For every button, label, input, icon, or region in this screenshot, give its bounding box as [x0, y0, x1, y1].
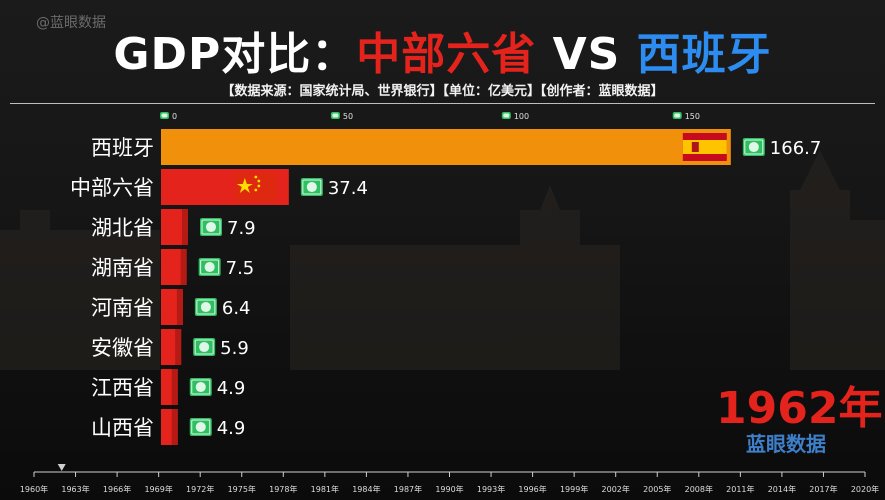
category-label: 江西省	[91, 376, 154, 400]
tick-money-icon	[330, 112, 340, 119]
timeline-label: 2017年	[809, 484, 837, 494]
tick-money-icon	[160, 112, 169, 119]
bar-end-shade	[182, 209, 189, 245]
money-icon	[194, 298, 217, 316]
value-label: 166.7	[770, 138, 822, 159]
money-icon	[189, 418, 212, 436]
category-label: 西班牙	[91, 136, 154, 160]
timeline-label: 1987年	[394, 484, 422, 494]
bar-end-shade	[171, 369, 178, 405]
value-label: 6.4	[222, 298, 251, 319]
money-icon	[198, 258, 221, 276]
category-label: 山西省	[91, 416, 154, 440]
page-title: GDP对比：中部六省 VS 西班牙	[0, 18, 885, 82]
timeline-label: 1960年	[20, 484, 48, 494]
timeline-axis: 1960年 1963年 1966年 1969年 1972年 1975年 1978年 1981年…	[20, 464, 879, 494]
money-icon	[189, 378, 212, 396]
timeline-label: 1981年	[311, 484, 339, 494]
timeline-label: 1972年	[186, 484, 214, 494]
current-year: 1962年	[716, 383, 883, 434]
watermark: @蓝眼数据	[36, 15, 106, 31]
timeline-label: 1963年	[61, 484, 89, 494]
value-label: 7.5	[226, 258, 255, 279]
subtitle: 【数据来源：国家统计局、世界银行】【单位：亿美元】【创作者：蓝眼数据】	[221, 84, 664, 99]
money-icon	[193, 338, 216, 356]
timeline-label: 1990年	[435, 484, 463, 494]
timeline-label: 1966年	[103, 484, 131, 494]
bar-end-shade	[175, 329, 182, 365]
value-label: 4.9	[217, 378, 246, 399]
title-right: 西班牙	[636, 29, 772, 80]
tick-money-icon	[672, 112, 682, 119]
x-tick: 50	[330, 112, 353, 121]
x-tick: 100	[501, 112, 529, 121]
header-divider	[10, 103, 875, 104]
x-tick: 0	[160, 112, 177, 121]
value-label: 4.9	[217, 418, 246, 439]
category-label: 湖北省	[91, 216, 154, 240]
timeline-label: 1978年	[269, 484, 297, 494]
timeline-label: 2002年	[602, 484, 630, 494]
background-skyline	[0, 150, 885, 370]
money-icon	[742, 138, 765, 156]
timeline-label: 1999年	[560, 484, 588, 494]
timeline-label: 1984年	[352, 484, 380, 494]
x-tick-label: 50	[343, 112, 353, 121]
timeline-label: 1993年	[477, 484, 505, 494]
timeline-label: 1996年	[518, 484, 546, 494]
bar-end-shade	[180, 249, 187, 285]
money-icon	[200, 218, 223, 236]
brand-logo-text: 蓝眼数据	[746, 432, 826, 456]
title-vs: VS	[552, 29, 621, 80]
timeline-label: 1975年	[228, 484, 256, 494]
x-tick: 150	[672, 112, 700, 121]
x-tick-label: 100	[514, 112, 529, 121]
category-label: 湖南省	[91, 256, 154, 280]
timeline-label: 2011年	[726, 484, 754, 494]
china-flag-icon	[234, 173, 277, 201]
bar-chart: 0 50 100 150 西班牙 166.7 中部六省 37.4 湖北省 7.9 湖南省 7.5 河南省…	[70, 112, 822, 445]
value-label: 5.9	[220, 338, 249, 359]
category-label: 河南省	[91, 296, 154, 320]
x-tick-label: 150	[685, 112, 700, 121]
timeline-label: 2020年	[851, 484, 879, 494]
title-prefix: GDP对比：	[113, 29, 357, 80]
timeline-label: 2008年	[685, 484, 713, 494]
spain-flag-icon	[682, 133, 727, 161]
title-left: 中部六省	[356, 29, 537, 80]
category-label: 中部六省	[70, 176, 154, 200]
timeline-label: 2014年	[768, 484, 796, 494]
timeline-label: 1969年	[144, 484, 172, 494]
money-icon	[300, 178, 323, 196]
timeline-label: 2005年	[643, 484, 671, 494]
bar-end-shade	[171, 409, 178, 445]
category-label: 安徽省	[91, 336, 154, 360]
x-tick-label: 0	[172, 112, 177, 121]
value-label: 7.9	[227, 218, 256, 239]
value-label: 37.4	[328, 178, 368, 199]
bar-end-shade	[176, 289, 183, 325]
tick-money-icon	[501, 112, 511, 119]
bar	[161, 129, 731, 165]
timeline-marker-icon[interactable]	[57, 464, 66, 471]
